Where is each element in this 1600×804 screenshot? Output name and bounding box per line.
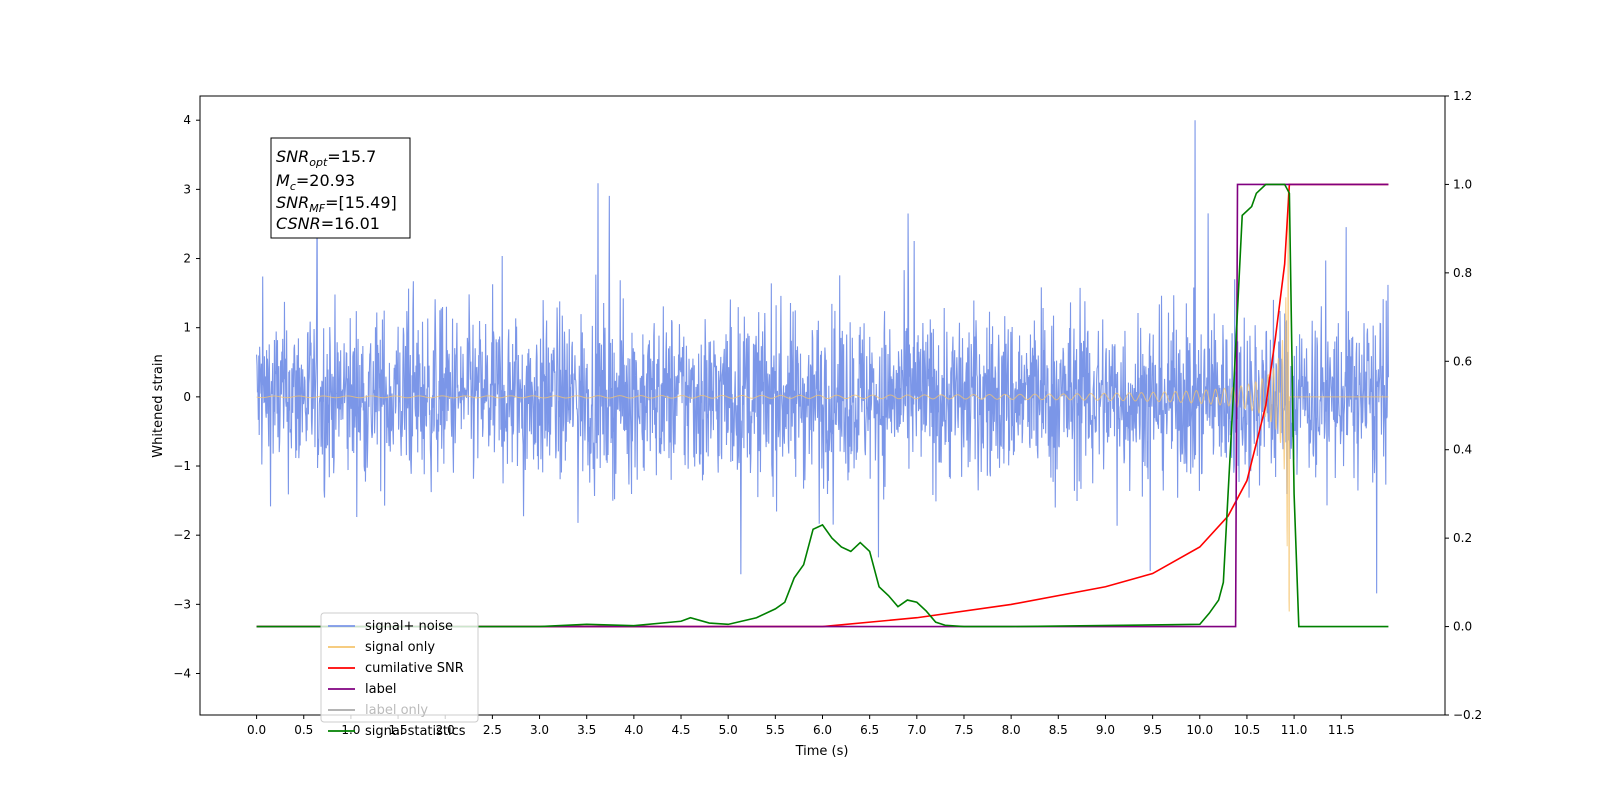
legend-label: signal only [365, 640, 435, 655]
legend-label: signal+ noise [365, 619, 453, 634]
x-tick-label: 6.0 [813, 723, 832, 737]
legend-label: label [365, 682, 396, 697]
annotation-csnr: CSNR=16.01 [276, 214, 380, 233]
signal-noise-series [256, 120, 1389, 594]
x-tick-label: 10.5 [1234, 723, 1261, 737]
y2-tick-label: 0.0 [1453, 620, 1472, 634]
legend-label: label only [365, 703, 428, 718]
x-tick-label: 5.0 [719, 723, 738, 737]
annotation-mc: Mc=20.93 [276, 171, 355, 193]
x-tick-label: 3.5 [577, 723, 596, 737]
legend-label: signal statistics [365, 724, 466, 739]
x-tick-label: 8.5 [1049, 723, 1068, 737]
x-axis-label: Time (s) [795, 744, 849, 759]
x-tick-label: 3.0 [530, 723, 549, 737]
x-tick-label: 5.5 [766, 723, 785, 737]
y-axis-ticks: 4 3 2 1 0 −1 −2 −3 −4 [173, 113, 200, 681]
y-tick-label: −1 [173, 459, 191, 473]
x-tick-label: 4.0 [624, 723, 643, 737]
x-tick-label: 1.5 [389, 723, 408, 737]
y-tick-label: 0 [183, 390, 191, 404]
x-tick-label: 2.5 [483, 723, 502, 737]
annotation-frame [270, 137, 411, 239]
y2-tick-label: 0.4 [1453, 443, 1472, 457]
y2-tick-label: 0.2 [1453, 531, 1472, 545]
y-tick-label: −3 [173, 597, 191, 611]
annotation-box: SNRopt=15.7 Mc=20.93 SNRMF=[15.49] CSNR=… [270, 137, 411, 239]
y2-tick-label: 1.2 [1453, 89, 1472, 103]
x-tick-label: 9.0 [1096, 723, 1115, 737]
x-tick-label: 11.5 [1328, 723, 1355, 737]
series-line-2 [256, 183, 1389, 628]
x-tick-label: 0.0 [247, 723, 266, 737]
legend-entries: signal+ noise signal only cumilative SNR la… [328, 619, 466, 739]
x-tick-label: 7.5 [954, 723, 973, 737]
y-tick-label: 1 [183, 321, 191, 335]
legend-label: cumilative SNR [365, 661, 464, 676]
y2-tick-label: 0.6 [1453, 354, 1472, 368]
y-tick-label: −4 [173, 667, 191, 681]
x-tick-label: 9.5 [1143, 723, 1162, 737]
y-tick-label: 3 [183, 182, 191, 196]
x-tick-label: 2.0 [436, 723, 455, 737]
x-tick-label: 4.5 [671, 723, 690, 737]
series-line-0 [256, 183, 1389, 628]
x-tick-label: 10.0 [1186, 723, 1213, 737]
x-tick-label: 7.0 [907, 723, 926, 737]
y-tick-label: 2 [183, 252, 191, 266]
x-tick-label: 6.5 [860, 723, 879, 737]
legend: signal+ noise signal only cumilative SNR la… [320, 612, 479, 739]
line-series-group [256, 183, 1389, 628]
legend-frame [320, 612, 479, 723]
y2-axis-ticks: 1.2 1.0 0.8 0.6 0.4 0.2 0.0 −0.2 [1445, 89, 1482, 722]
y-tick-label: 4 [183, 113, 191, 127]
y-axis-label: Whitened strain [151, 354, 166, 457]
y2-tick-label: 1.0 [1453, 177, 1472, 191]
noise-series-group [256, 120, 1389, 612]
y2-tick-label: 0.8 [1453, 266, 1472, 280]
x-tick-label: 8.0 [1002, 723, 1021, 737]
y-tick-label: −2 [173, 528, 191, 542]
x-tick-label: 1.0 [341, 723, 360, 737]
x-tick-label: 11.0 [1281, 723, 1308, 737]
x-tick-label: 0.5 [294, 723, 313, 737]
x-axis-ticks: 0.0 0.5 1.0 1.5 2.0 2.5 3.0 3.5 4.0 4.5 5.0 5.5 6.0 6… [247, 715, 1355, 737]
y2-tick-label: −0.2 [1453, 708, 1482, 722]
annotation-snr-opt: SNRopt=15.7 [276, 147, 376, 169]
annotation-snr-mf: SNRMF=[15.49] [276, 193, 397, 215]
signal-only-series [256, 188, 1389, 612]
